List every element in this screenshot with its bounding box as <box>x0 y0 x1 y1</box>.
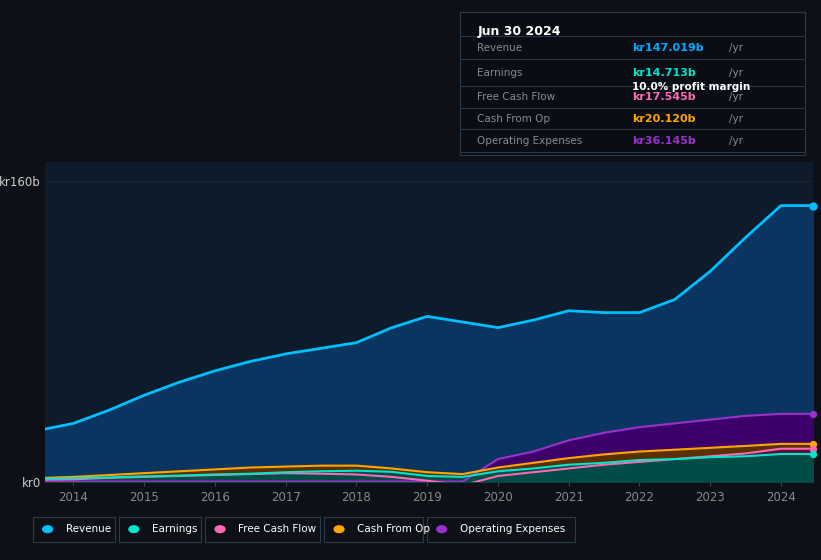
Text: kr14.713b: kr14.713b <box>632 68 696 78</box>
Text: Operating Expenses: Operating Expenses <box>477 136 583 146</box>
Text: Free Cash Flow: Free Cash Flow <box>477 92 555 102</box>
Text: Revenue: Revenue <box>477 43 522 53</box>
Text: Jun 30 2024: Jun 30 2024 <box>477 25 561 38</box>
Text: Earnings: Earnings <box>477 68 523 78</box>
Text: Cash From Op: Cash From Op <box>357 524 430 534</box>
Text: /yr: /yr <box>729 136 743 146</box>
Text: 10.0% profit margin: 10.0% profit margin <box>632 82 750 92</box>
Text: /yr: /yr <box>729 68 743 78</box>
Text: Free Cash Flow: Free Cash Flow <box>238 524 316 534</box>
Point <box>806 409 819 418</box>
Text: /yr: /yr <box>729 114 743 124</box>
Text: Operating Expenses: Operating Expenses <box>460 524 565 534</box>
Point <box>806 450 819 459</box>
Text: kr36.145b: kr36.145b <box>632 136 696 146</box>
Text: /yr: /yr <box>729 92 743 102</box>
Point <box>806 201 819 210</box>
Text: kr17.545b: kr17.545b <box>632 92 696 102</box>
Text: /yr: /yr <box>729 43 743 53</box>
Text: kr147.019b: kr147.019b <box>632 43 704 53</box>
Point <box>806 440 819 449</box>
Text: kr20.120b: kr20.120b <box>632 114 696 124</box>
Text: Earnings: Earnings <box>152 524 197 534</box>
Text: Revenue: Revenue <box>66 524 111 534</box>
Text: Cash From Op: Cash From Op <box>477 114 550 124</box>
Point <box>806 444 819 453</box>
